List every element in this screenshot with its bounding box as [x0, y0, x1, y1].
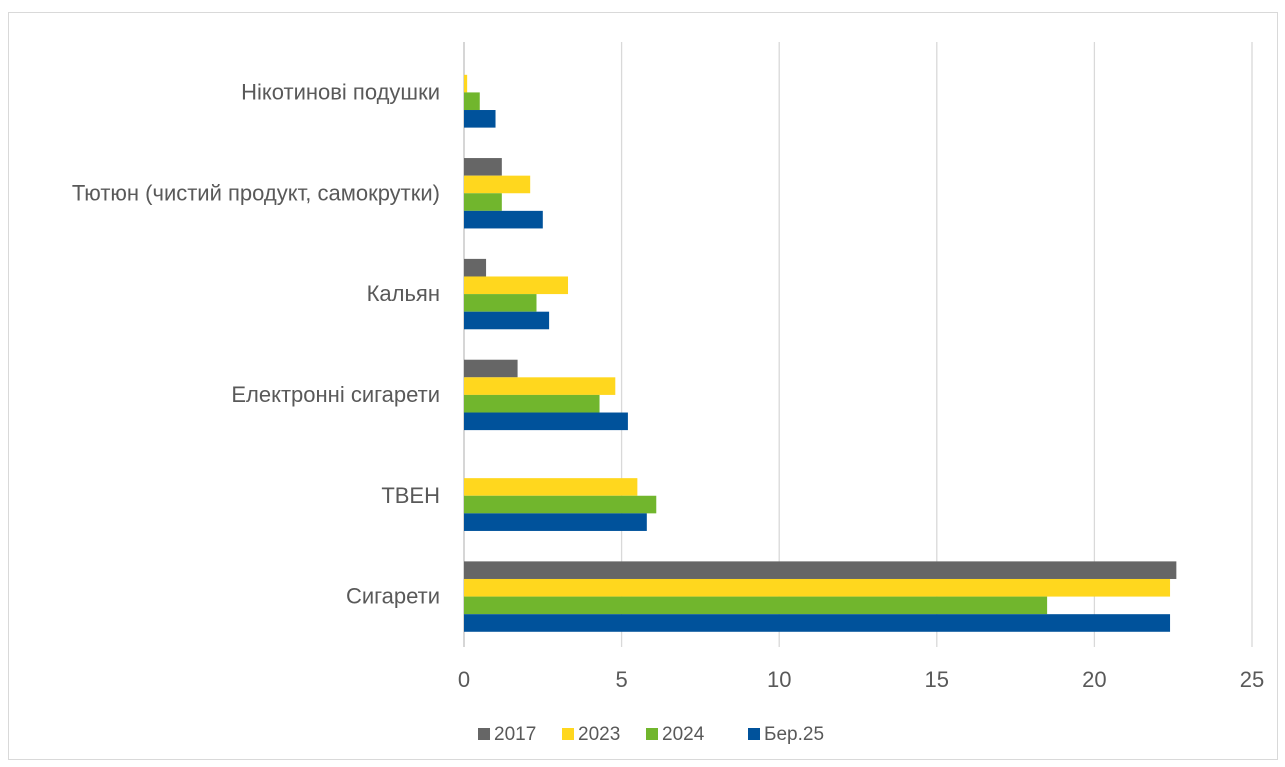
bar-2024	[464, 495, 657, 514]
category-label: Кальян	[367, 281, 440, 306]
gridlines	[463, 42, 1253, 647]
chart-area	[8, 12, 1278, 760]
bar-2017	[464, 258, 487, 277]
bar-Бер.25	[464, 614, 1171, 632]
bar-Бер.25	[464, 513, 647, 531]
bar-2023	[464, 377, 616, 395]
bar-2024	[464, 92, 480, 111]
bars	[464, 74, 1177, 632]
bar-2017	[464, 359, 518, 378]
x-tick-label: 0	[458, 667, 470, 692]
bar-Бер.25	[464, 210, 543, 229]
category-label: Електронні сигарети	[231, 382, 440, 407]
legend-swatch	[646, 728, 658, 740]
x-tick-label: 25	[1240, 667, 1264, 692]
bar-2017	[464, 561, 1177, 579]
legend: 2017 2023 2024 Бер.25	[478, 724, 824, 745]
bar-Бер.25	[464, 110, 496, 128]
legend-label: 2017	[494, 724, 536, 745]
x-tick-label: 10	[767, 667, 791, 692]
category-label: Сигарети	[346, 584, 440, 609]
legend-swatch	[748, 728, 760, 740]
x-axis-tick-labels: 0 5 10 15 20 25	[458, 667, 1264, 692]
category-labels: Нікотинові подушки Тютюн (чистий продукт,…	[72, 79, 440, 608]
legend-swatch	[562, 728, 574, 740]
bar-2017	[464, 158, 502, 176]
category-label: Тютюн (чистий продукт, самокрутки)	[72, 180, 440, 205]
legend-swatch	[478, 728, 490, 740]
bar-Бер.25	[464, 311, 550, 330]
legend-label: 2023	[578, 724, 620, 745]
legend-label: Бер.25	[764, 724, 824, 745]
bar-Бер.25	[464, 412, 628, 431]
bar-2023	[464, 74, 468, 93]
category-label: ТВЕН	[381, 483, 440, 508]
bar-2023	[464, 578, 1171, 597]
bar-2024	[464, 596, 1048, 615]
legend-label: 2024	[662, 724, 705, 745]
bar-2023	[464, 175, 531, 194]
bar-2024	[464, 394, 600, 413]
category-label: Нікотинові подушки	[241, 79, 440, 104]
bar-2024	[464, 294, 537, 312]
x-tick-label: 5	[615, 667, 627, 692]
bar-2023	[464, 276, 569, 295]
x-tick-label: 15	[925, 667, 949, 692]
x-tick-label: 20	[1082, 667, 1106, 692]
bar-2023	[464, 478, 638, 496]
bar-2024	[464, 193, 502, 211]
